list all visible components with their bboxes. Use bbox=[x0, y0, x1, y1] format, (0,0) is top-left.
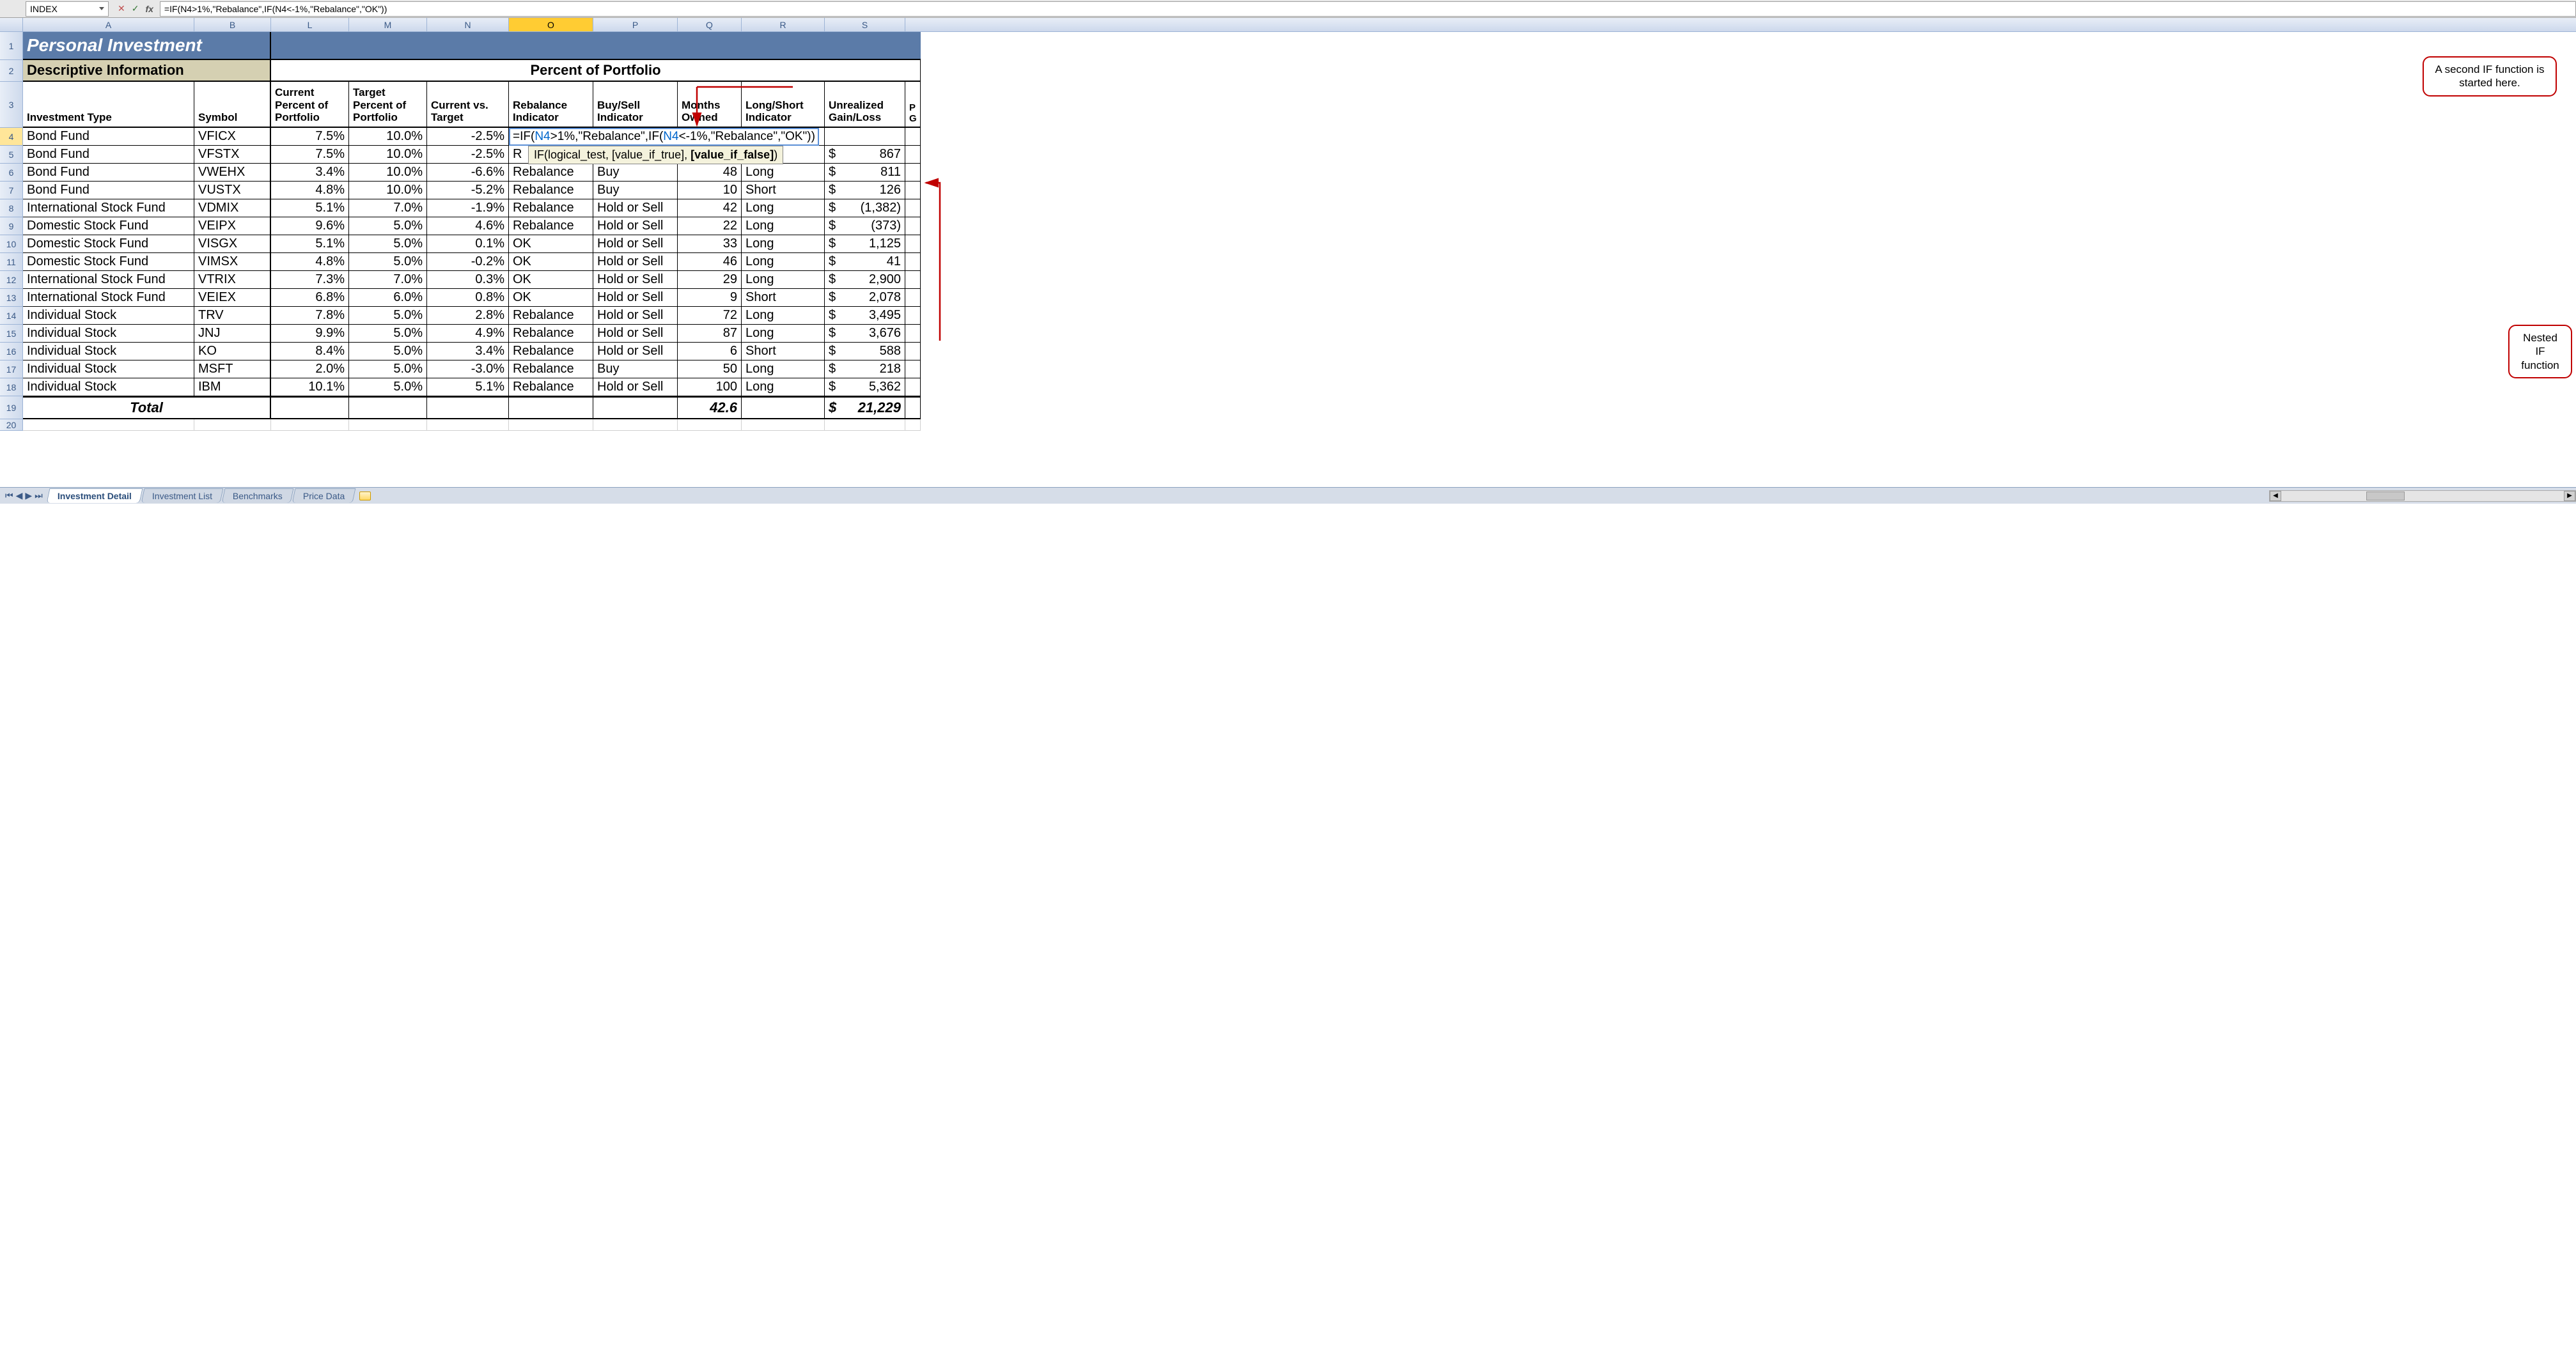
horizontal-scrollbar[interactable]: ◀ ▶ bbox=[2269, 490, 2576, 502]
enter-icon[interactable]: ✓ bbox=[132, 3, 139, 14]
col-header-B[interactable]: B bbox=[194, 18, 271, 31]
title: Personal Investment bbox=[27, 35, 202, 56]
row-header-11[interactable]: 11 bbox=[0, 253, 23, 271]
row-header-7[interactable]: 7 bbox=[0, 182, 23, 199]
row-header-3[interactable]: 3 bbox=[0, 82, 23, 128]
sheet-tab[interactable]: Investment Detail bbox=[46, 488, 143, 503]
name-box-value: INDEX bbox=[30, 4, 58, 14]
row-header-19[interactable]: 19 bbox=[0, 396, 23, 419]
sheet-tab[interactable]: Benchmarks bbox=[221, 488, 293, 503]
tab-prev-icon[interactable]: ◀ bbox=[16, 490, 23, 501]
tab-next-icon[interactable]: ▶ bbox=[25, 490, 32, 501]
sheet-tab[interactable]: Investment List bbox=[141, 488, 223, 503]
row-header-8[interactable]: 8 bbox=[0, 199, 23, 217]
function-tooltip: IF(logical_test, [value_if_true], [value… bbox=[528, 146, 783, 164]
formula-controls: ✕ ✓ fx bbox=[111, 3, 160, 14]
sheet-tabs-bar: ⏮ ◀ ▶ ⏭ Investment DetailInvestment List… bbox=[0, 487, 2576, 504]
row-header-20[interactable]: 20 bbox=[0, 419, 23, 431]
formula-text: =IF(N4>1%,"Rebalance",IF(N4<-1%,"Rebalan… bbox=[164, 4, 387, 14]
cells-area[interactable]: Personal InvestmentDescriptive Informati… bbox=[23, 32, 2576, 431]
col-header-N[interactable]: N bbox=[427, 18, 509, 31]
tab-first-icon[interactable]: ⏮ bbox=[5, 490, 13, 501]
column-headers: ABLMNOPQRS bbox=[0, 18, 2576, 32]
cancel-icon[interactable]: ✕ bbox=[118, 3, 125, 14]
fx-icon[interactable]: fx bbox=[145, 4, 153, 14]
tab-nav: ⏮ ◀ ▶ ⏭ bbox=[0, 490, 48, 501]
tab-last-icon[interactable]: ⏭ bbox=[35, 490, 43, 501]
callout-second-if: A second IF function is started here. bbox=[2423, 56, 2557, 97]
col-header-A[interactable]: A bbox=[23, 18, 194, 31]
row-header-6[interactable]: 6 bbox=[0, 164, 23, 182]
row-header-12[interactable]: 12 bbox=[0, 271, 23, 289]
row-header-4[interactable]: 4 bbox=[0, 128, 23, 146]
scroll-left-icon[interactable]: ◀ bbox=[2270, 491, 2281, 501]
insert-sheet-icon[interactable] bbox=[359, 492, 371, 500]
row-header-9[interactable]: 9 bbox=[0, 217, 23, 235]
row-header-14[interactable]: 14 bbox=[0, 307, 23, 325]
callout-nested-if: Nested IF function bbox=[2508, 325, 2572, 378]
sheet-tab[interactable]: Price Data bbox=[292, 488, 355, 503]
col-header-M[interactable]: M bbox=[349, 18, 427, 31]
row-header-10[interactable]: 10 bbox=[0, 235, 23, 253]
name-box[interactable]: INDEX bbox=[26, 1, 109, 17]
select-all-corner[interactable] bbox=[0, 18, 23, 31]
row-headers: 1234567891011121314151617181920 bbox=[0, 32, 23, 431]
formula-bar: INDEX ✕ ✓ fx =IF(N4>1%,"Rebalance",IF(N4… bbox=[0, 0, 2576, 18]
col-header-Q[interactable]: Q bbox=[678, 18, 742, 31]
row-header-18[interactable]: 18 bbox=[0, 378, 23, 396]
col-header-P[interactable]: P bbox=[593, 18, 678, 31]
sheet-area: ABLMNOPQRS 12345678910111213141516171819… bbox=[0, 18, 2576, 504]
row-header-2[interactable]: 2 bbox=[0, 60, 23, 82]
name-box-dropdown-icon[interactable] bbox=[99, 7, 104, 10]
col-header-O[interactable]: O bbox=[509, 18, 593, 31]
scroll-right-icon[interactable]: ▶ bbox=[2564, 491, 2575, 501]
formula-edit-overlay[interactable]: =IF(N4>1%,"Rebalance",IF(N4<-1%,"Rebalan… bbox=[509, 128, 819, 146]
row-header-1[interactable]: 1 bbox=[0, 32, 23, 60]
row-header-5[interactable]: 5 bbox=[0, 146, 23, 164]
formula-input[interactable]: =IF(N4>1%,"Rebalance",IF(N4<-1%,"Rebalan… bbox=[160, 1, 2576, 17]
row-header-15[interactable]: 15 bbox=[0, 325, 23, 343]
row-header-17[interactable]: 17 bbox=[0, 360, 23, 378]
col-header-L[interactable]: L bbox=[271, 18, 349, 31]
scroll-thumb[interactable] bbox=[2366, 492, 2405, 500]
row-header-13[interactable]: 13 bbox=[0, 289, 23, 307]
col-header-R[interactable]: R bbox=[742, 18, 825, 31]
row-header-16[interactable]: 16 bbox=[0, 343, 23, 360]
col-header-S[interactable]: S bbox=[825, 18, 905, 31]
